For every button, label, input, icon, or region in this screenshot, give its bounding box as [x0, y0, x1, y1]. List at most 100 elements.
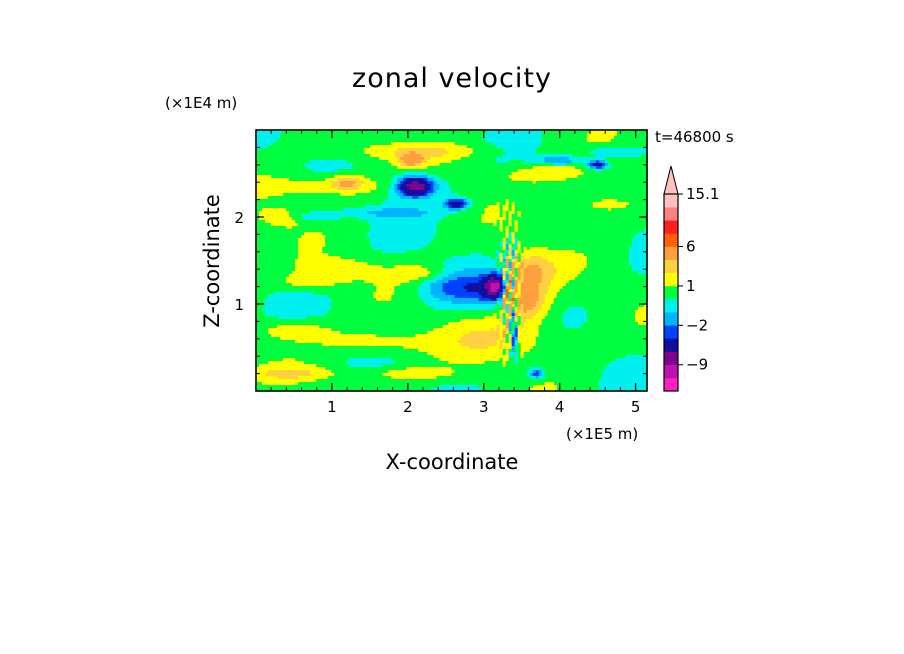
field-cell: [457, 277, 483, 281]
field-cell: [595, 160, 600, 164]
field-cell: [502, 352, 507, 356]
field-cell: [265, 220, 296, 224]
field-cell: [421, 154, 444, 158]
field-cell: [256, 331, 269, 335]
colorbar-extend-triangle: [663, 165, 679, 195]
field-cell: [508, 175, 579, 179]
field-cell: [499, 205, 504, 209]
field-cell: [607, 208, 612, 212]
field-cell: [499, 343, 504, 347]
field-cell: [520, 346, 534, 350]
field-cell: [433, 307, 495, 311]
field-cell: [256, 217, 260, 221]
field-cell: [439, 187, 453, 191]
field-cell: [508, 220, 513, 224]
field-cell: [493, 223, 498, 227]
field-cell: [499, 316, 504, 320]
field-cell: [454, 142, 492, 146]
field-cell: [502, 256, 507, 260]
field-cell: [568, 157, 606, 161]
field-cell: [529, 376, 537, 380]
field-cell: [271, 223, 299, 227]
field-cell: [256, 151, 365, 155]
field-cell: [532, 181, 537, 185]
field-cell: [508, 271, 513, 275]
field-cell: [496, 340, 501, 344]
field-cell: [520, 304, 525, 308]
field-cell: [496, 289, 501, 293]
field-cell: [490, 289, 498, 293]
velocity-field: [256, 130, 647, 391]
field-cell: [556, 388, 600, 391]
field-cell: [538, 325, 567, 329]
field-cell: [505, 250, 510, 254]
field-cell: [418, 208, 450, 212]
field-cell: [298, 382, 546, 386]
field-cell: [514, 223, 519, 227]
field-cell: [370, 154, 395, 158]
field-cell: [256, 271, 293, 275]
field-cell: [256, 145, 269, 149]
field-cell: [514, 235, 636, 239]
field-cell: [463, 286, 486, 290]
field-cell: [499, 292, 504, 296]
field-cell: [511, 244, 516, 248]
field-cell: [448, 208, 462, 212]
field-cell: [550, 304, 645, 308]
field-cell: [586, 319, 636, 323]
field-cell: [403, 346, 471, 350]
field-cell: [541, 133, 588, 137]
field-cell: [328, 295, 374, 299]
field-cell: [634, 310, 647, 314]
field-cell: [376, 187, 389, 191]
field-cell: [535, 148, 597, 152]
field-cell: [508, 283, 513, 287]
field-cell: [256, 184, 332, 188]
field-cell: [511, 208, 516, 212]
field-cell: [418, 295, 435, 299]
field-cell: [268, 145, 371, 149]
field-cell: [523, 247, 528, 251]
field-cell: [613, 136, 647, 140]
field-cell: [511, 250, 516, 254]
field-cell: [256, 250, 299, 254]
field-cell: [427, 274, 438, 278]
field-cell: [268, 328, 332, 332]
field-cell: [556, 271, 582, 275]
field-cell: [406, 178, 426, 182]
field-cell: [268, 370, 311, 374]
field-cell: [295, 220, 368, 224]
field-cell: [496, 220, 501, 224]
field-cell: [487, 346, 501, 350]
field-cell: [568, 307, 585, 311]
field-cell: [424, 178, 429, 182]
field-cell: [502, 319, 507, 323]
field-cell: [502, 226, 507, 230]
field-cell: [376, 334, 417, 338]
field-cell: [397, 181, 401, 185]
field-cell: [499, 250, 507, 254]
chart-title: zonal velocity: [352, 63, 552, 94]
field-cell: [580, 271, 639, 275]
field-cell: [265, 310, 329, 314]
field-cell: [520, 241, 633, 245]
colorbar-segment: [664, 351, 678, 366]
field-cell: [634, 313, 647, 317]
field-cell: [256, 223, 272, 227]
field-cell: [511, 337, 516, 341]
field-cell: [370, 229, 438, 233]
field-cell: [535, 151, 591, 155]
field-cell: [541, 271, 558, 275]
field-cell: [589, 163, 594, 167]
field-cell: [442, 178, 513, 182]
field-cell: [595, 169, 603, 173]
colorbar-frame: [663, 193, 679, 392]
field-cell: [436, 175, 510, 179]
field-cell: [568, 280, 647, 284]
field-cell: [586, 310, 636, 314]
field-cell: [469, 154, 504, 158]
field-cell: [364, 205, 444, 209]
field-cell: [514, 280, 519, 284]
field-cell: [478, 274, 489, 278]
field-cell: [373, 292, 395, 296]
